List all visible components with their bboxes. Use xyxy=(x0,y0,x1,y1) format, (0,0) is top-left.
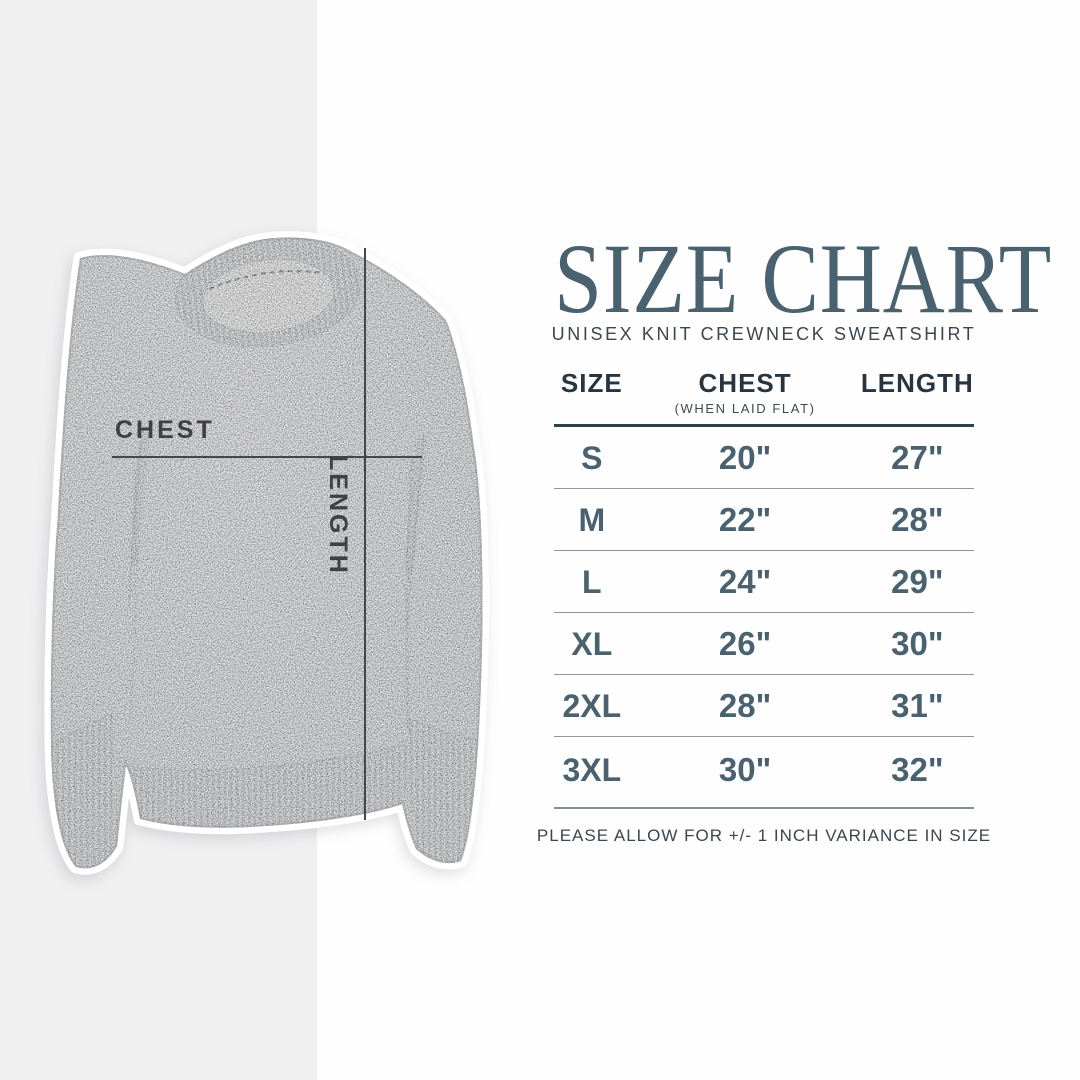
chest-cell: 30" xyxy=(718,751,772,788)
size-cell: M xyxy=(578,502,606,538)
size-header-label: SIZE xyxy=(560,368,623,398)
chest-measurement-label: CHEST xyxy=(115,416,215,444)
chest-cell: 28" xyxy=(718,687,772,724)
sweatshirt-illustration xyxy=(50,218,490,883)
chest-header-label: CHEST xyxy=(698,368,792,398)
length-header-label: LENGTH xyxy=(860,368,974,398)
chest-cell: 26" xyxy=(718,625,772,662)
size-variance-note: PLEASE ALLOW FOR +/- 1 INCH VARIANCE IN … xyxy=(536,826,992,845)
size-cell: 3XL xyxy=(562,752,622,788)
chest-header-note: (WHEN LAID FLAT) xyxy=(674,401,816,416)
size-cell: L xyxy=(582,564,602,600)
table-header-row: SIZE CHEST (WHEN LAID FLAT) LENGTH xyxy=(554,365,974,427)
length-cell: 31" xyxy=(891,687,944,724)
length-cell: 27" xyxy=(891,439,944,476)
table-row: L 24" 29" xyxy=(554,551,974,613)
column-header-length: LENGTH xyxy=(861,365,974,398)
table-row: M 22" 28" xyxy=(554,489,974,551)
sweatshirt-graphic xyxy=(50,218,490,883)
size-table: SIZE CHEST (WHEN LAID FLAT) LENGTH S 20"… xyxy=(554,365,974,809)
size-cell: XL xyxy=(571,626,613,662)
length-cell: 28" xyxy=(891,501,944,538)
chest-cell: 20" xyxy=(718,439,772,476)
column-header-size: SIZE xyxy=(554,365,630,398)
length-cell: 32" xyxy=(891,751,944,788)
chest-cell: 22" xyxy=(718,501,772,538)
page-title: SIZE CHART xyxy=(554,223,1053,334)
length-cell: 30" xyxy=(891,625,944,662)
table-row: XL 26" 30" xyxy=(554,613,974,675)
size-chart-panel: SIZE CHART UNISEX KNIT CREWNECK SWEATSHI… xyxy=(520,0,1053,1080)
length-measurement-label: LENGTH xyxy=(324,455,352,576)
product-subtitle: UNISEX KNIT CREWNECK SWEATSHIRT xyxy=(551,324,977,344)
chest-cell: 24" xyxy=(718,563,772,600)
size-cell: S xyxy=(581,440,603,476)
column-header-chest: CHEST (WHEN LAID FLAT) xyxy=(630,365,861,416)
length-cell: 29" xyxy=(891,563,944,600)
size-cell: 2XL xyxy=(562,688,622,724)
table-row: 3XL 30" 32" xyxy=(554,737,974,809)
table-row: S 20" 27" xyxy=(554,427,974,489)
table-row: 2XL 28" 31" xyxy=(554,675,974,737)
